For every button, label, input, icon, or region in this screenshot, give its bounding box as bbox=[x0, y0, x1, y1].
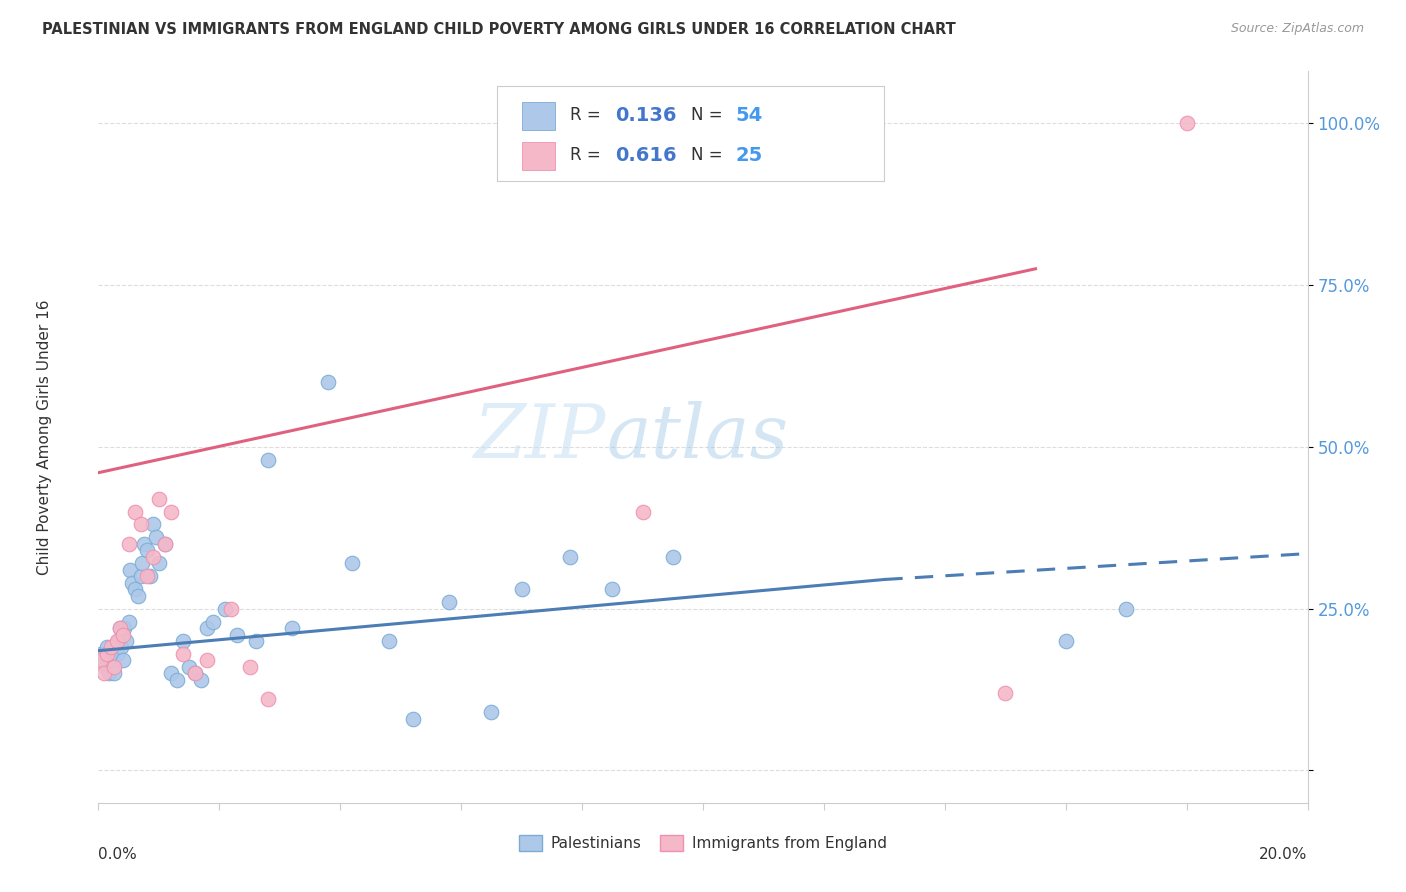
Text: 54: 54 bbox=[735, 106, 763, 125]
Text: 0.136: 0.136 bbox=[614, 106, 676, 125]
Point bbox=[510, 582, 533, 597]
Point bbox=[105, 647, 128, 661]
Point bbox=[179, 660, 201, 674]
Point bbox=[118, 615, 141, 629]
Point bbox=[184, 666, 207, 681]
Point bbox=[172, 634, 194, 648]
Point bbox=[256, 452, 278, 467]
Point bbox=[631, 504, 654, 518]
Point bbox=[316, 375, 339, 389]
Point bbox=[153, 537, 176, 551]
Point bbox=[135, 569, 157, 583]
Point bbox=[166, 673, 188, 687]
Point bbox=[118, 563, 141, 577]
Point bbox=[90, 647, 112, 661]
Point bbox=[148, 557, 170, 571]
Point bbox=[145, 530, 167, 544]
Point bbox=[142, 517, 165, 532]
Point bbox=[112, 621, 135, 635]
Point bbox=[111, 653, 134, 667]
Point bbox=[124, 582, 146, 597]
Point bbox=[1115, 601, 1137, 615]
Point bbox=[100, 660, 122, 674]
Point bbox=[129, 569, 152, 583]
Text: Source: ZipAtlas.com: Source: ZipAtlas.com bbox=[1230, 22, 1364, 36]
Point bbox=[190, 673, 212, 687]
Point bbox=[148, 491, 170, 506]
Point bbox=[195, 653, 218, 667]
Text: R =: R = bbox=[569, 106, 606, 124]
Point bbox=[96, 640, 118, 655]
Point bbox=[256, 692, 278, 706]
Point bbox=[129, 517, 152, 532]
Point bbox=[132, 537, 155, 551]
Point bbox=[994, 686, 1017, 700]
Point bbox=[103, 660, 125, 674]
Point bbox=[100, 640, 122, 655]
FancyBboxPatch shape bbox=[498, 86, 884, 181]
Point bbox=[202, 615, 225, 629]
Text: N =: N = bbox=[690, 106, 728, 124]
Point bbox=[121, 575, 143, 590]
Text: N =: N = bbox=[690, 146, 728, 164]
Point bbox=[127, 589, 149, 603]
Text: 20.0%: 20.0% bbox=[1260, 847, 1308, 862]
Point bbox=[114, 634, 136, 648]
Point bbox=[245, 634, 267, 648]
Point bbox=[281, 621, 304, 635]
Point bbox=[131, 557, 153, 571]
Text: 0.616: 0.616 bbox=[614, 146, 676, 165]
Point bbox=[481, 705, 503, 719]
Point bbox=[226, 627, 249, 641]
Point bbox=[103, 666, 125, 681]
Point bbox=[108, 621, 131, 635]
Point bbox=[93, 666, 115, 681]
Legend: Palestinians, Immigrants from England: Palestinians, Immigrants from England bbox=[513, 830, 893, 857]
Point bbox=[1054, 634, 1077, 648]
Text: ZIP: ZIP bbox=[474, 401, 606, 474]
Text: 0.0%: 0.0% bbox=[98, 847, 138, 862]
Point bbox=[153, 537, 176, 551]
Point bbox=[96, 660, 118, 674]
Text: atlas: atlas bbox=[606, 401, 789, 474]
Point bbox=[90, 653, 112, 667]
Point bbox=[124, 504, 146, 518]
Point bbox=[139, 569, 162, 583]
Point bbox=[437, 595, 460, 609]
Point bbox=[558, 549, 581, 564]
Point bbox=[221, 601, 243, 615]
Point bbox=[110, 640, 132, 655]
Point bbox=[172, 647, 194, 661]
Point bbox=[107, 634, 129, 648]
Point bbox=[195, 621, 218, 635]
Point bbox=[118, 537, 141, 551]
Point bbox=[160, 666, 183, 681]
Text: PALESTINIAN VS IMMIGRANTS FROM ENGLAND CHILD POVERTY AMONG GIRLS UNDER 16 CORREL: PALESTINIAN VS IMMIGRANTS FROM ENGLAND C… bbox=[42, 22, 956, 37]
Point bbox=[98, 666, 121, 681]
FancyBboxPatch shape bbox=[522, 102, 555, 130]
Point bbox=[214, 601, 236, 615]
Text: Child Poverty Among Girls Under 16: Child Poverty Among Girls Under 16 bbox=[37, 300, 52, 574]
Point bbox=[108, 621, 131, 635]
Point bbox=[100, 653, 122, 667]
Point bbox=[135, 543, 157, 558]
FancyBboxPatch shape bbox=[522, 143, 555, 170]
Point bbox=[239, 660, 262, 674]
Point bbox=[93, 653, 115, 667]
Point bbox=[111, 627, 134, 641]
Point bbox=[105, 634, 128, 648]
Point bbox=[402, 712, 425, 726]
Point bbox=[184, 666, 207, 681]
Point bbox=[96, 647, 118, 661]
Point bbox=[142, 549, 165, 564]
Point bbox=[160, 504, 183, 518]
Text: R =: R = bbox=[569, 146, 606, 164]
Point bbox=[377, 634, 399, 648]
Text: 25: 25 bbox=[735, 146, 763, 165]
Point bbox=[1175, 116, 1198, 130]
Point bbox=[661, 549, 683, 564]
Point bbox=[342, 557, 364, 571]
Point bbox=[602, 582, 624, 597]
